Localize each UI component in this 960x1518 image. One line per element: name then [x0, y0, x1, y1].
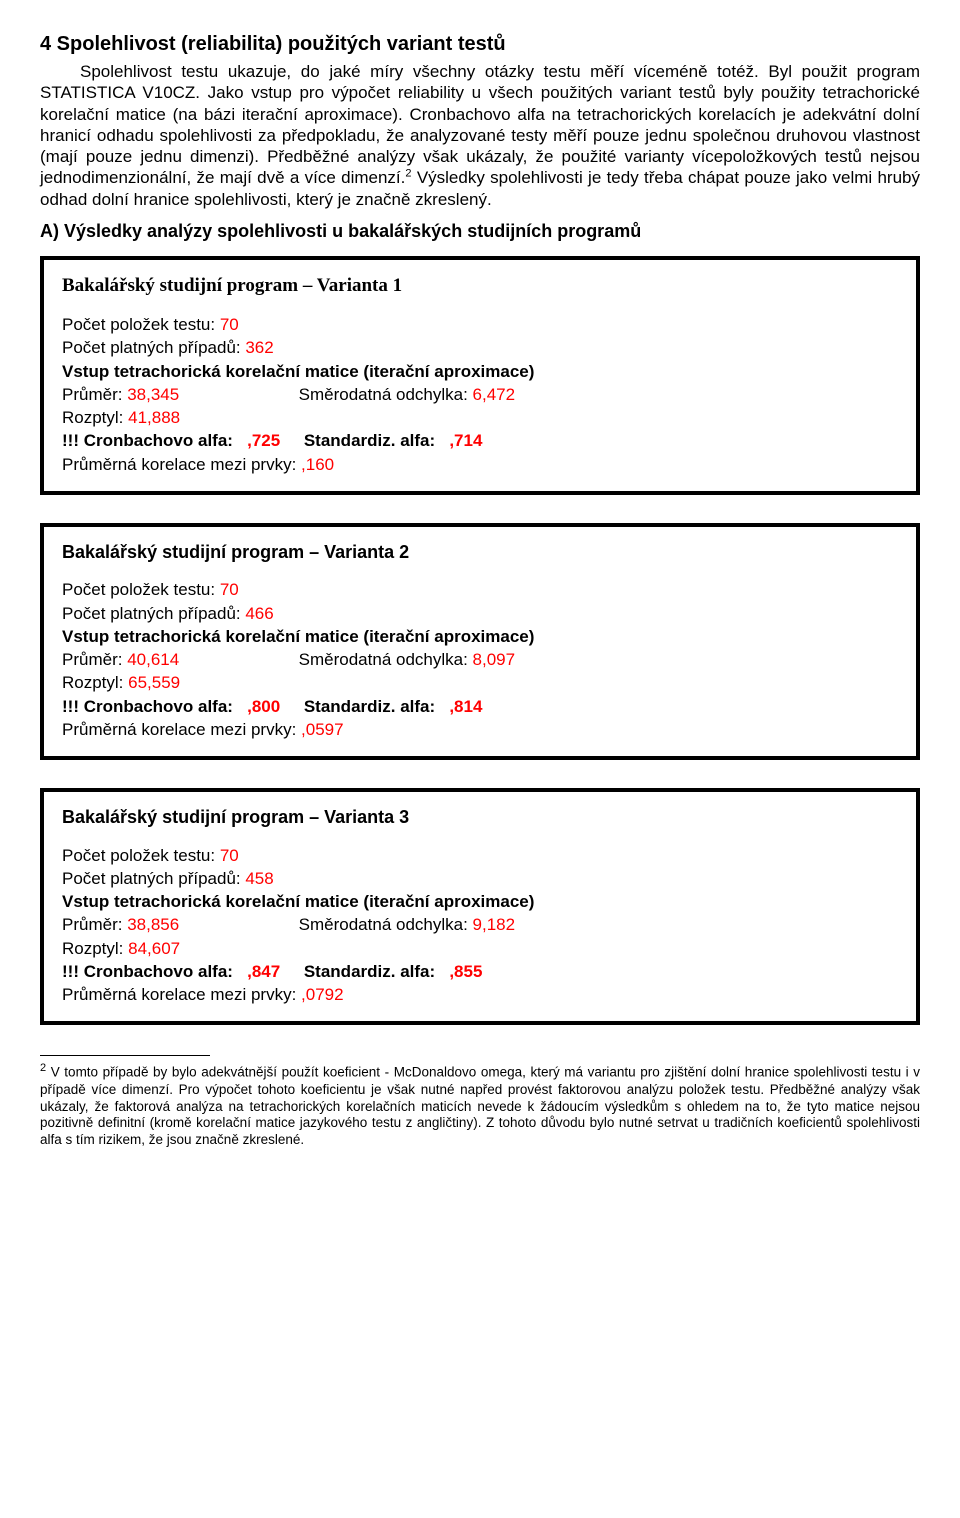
result-box-variant-2: Bakalářský studijní program – Varianta 2…: [40, 523, 920, 760]
box1-mean: 38,345: [127, 385, 179, 404]
box1-input-line: Vstup tetrachorická korelační matice (it…: [62, 361, 898, 382]
box3-cases: 458: [245, 869, 273, 888]
box2-stdalpha: ,814: [449, 697, 482, 716]
box2-cases-line: Počet platných případů: 466: [62, 603, 898, 624]
box1-items: 70: [220, 315, 239, 334]
box2-input-line: Vstup tetrachorická korelační matice (it…: [62, 626, 898, 647]
label-sd: Směrodatná odchylka:: [299, 915, 473, 934]
footnote: 2 V tomto případě by bylo adekvátnější p…: [40, 1062, 920, 1149]
label-std: Standardiz. alfa:: [304, 431, 435, 450]
label-mean: Průměr:: [62, 650, 127, 669]
box1-title: Bakalářský studijní program – Varianta 1: [62, 274, 898, 298]
box1-cases-line: Počet platných případů: 362: [62, 337, 898, 358]
label-avgcorr: Průměrná korelace mezi prvky:: [62, 455, 301, 474]
box1-sd: 6,472: [473, 385, 516, 404]
box3-title: Bakalářský studijní program – Varianta 3: [62, 806, 898, 829]
box2-mean-sd-line: Průměr: 40,614 Směrodatná odchylka: 8,09…: [62, 649, 898, 670]
box3-alpha: ,847: [247, 962, 280, 981]
label-sd: Směrodatná odchylka:: [299, 385, 473, 404]
box3-sd: 9,182: [473, 915, 516, 934]
box3-var: 84,607: [128, 939, 180, 958]
box3-items-line: Počet položek testu: 70: [62, 845, 898, 866]
box2-avgcorr-line: Průměrná korelace mezi prvky: ,0597: [62, 719, 898, 740]
box2-var: 65,559: [128, 673, 180, 692]
box3-avgcorr-line: Průměrná korelace mezi prvky: ,0792: [62, 984, 898, 1005]
box3-alpha-line: !!! Cronbachovo alfa: ,847 Standardiz. a…: [62, 961, 898, 982]
subsection-heading: A) Výsledky analýzy spolehlivosti u baka…: [40, 220, 920, 243]
box2-items-line: Počet položek testu: 70: [62, 579, 898, 600]
box3-input-line: Vstup tetrachorická korelační matice (it…: [62, 891, 898, 912]
result-box-variant-3: Bakalářský studijní program – Varianta 3…: [40, 788, 920, 1025]
label-cronbach: !!! Cronbachovo alfa:: [62, 697, 233, 716]
box1-items-line: Počet položek testu: 70: [62, 314, 898, 335]
box3-stdalpha: ,855: [449, 962, 482, 981]
box3-var-line: Rozptyl: 84,607: [62, 938, 898, 959]
box1-var: 41,888: [128, 408, 180, 427]
box3-mean: 38,856: [127, 915, 179, 934]
label-avgcorr: Průměrná korelace mezi prvky:: [62, 985, 301, 1004]
label-std: Standardiz. alfa:: [304, 697, 435, 716]
box2-alpha-line: !!! Cronbachovo alfa: ,800 Standardiz. a…: [62, 696, 898, 717]
box2-alpha: ,800: [247, 697, 280, 716]
box1-avgcorr: ,160: [301, 455, 334, 474]
label-items: Počet položek testu:: [62, 846, 220, 865]
intro-paragraph: Spolehlivost testu ukazuje, do jaké míry…: [40, 61, 920, 210]
box2-cases: 466: [245, 604, 273, 623]
label-cases: Počet platných případů:: [62, 604, 245, 623]
box3-items: 70: [220, 846, 239, 865]
label-cases: Počet platných případů:: [62, 338, 245, 357]
box1-alpha-line: !!! Cronbachovo alfa: ,725 Standardiz. a…: [62, 430, 898, 451]
label-mean: Průměr:: [62, 915, 127, 934]
label-cronbach: !!! Cronbachovo alfa:: [62, 962, 233, 981]
box1-avgcorr-line: Průměrná korelace mezi prvky: ,160: [62, 454, 898, 475]
box1-cases: 362: [245, 338, 273, 357]
label-avgcorr: Průměrná korelace mezi prvky:: [62, 720, 301, 739]
footnote-separator: [40, 1055, 210, 1056]
label-cronbach: !!! Cronbachovo alfa:: [62, 431, 233, 450]
footnote-text: V tomto případě by bylo adekvátnější pou…: [40, 1065, 920, 1148]
box1-stdalpha: ,714: [449, 431, 482, 450]
box2-sd: 8,097: [473, 650, 516, 669]
box2-mean: 40,614: [127, 650, 179, 669]
box1-mean-sd-line: Průměr: 38,345 Směrodatná odchylka: 6,47…: [62, 384, 898, 405]
box2-title: Bakalářský studijní program – Varianta 2: [62, 541, 898, 564]
label-items: Počet položek testu:: [62, 315, 220, 334]
box3-mean-sd-line: Průměr: 38,856 Směrodatná odchylka: 9,18…: [62, 914, 898, 935]
box1-var-line: Rozptyl: 41,888: [62, 407, 898, 428]
label-std: Standardiz. alfa:: [304, 962, 435, 981]
box3-cases-line: Počet platných případů: 458: [62, 868, 898, 889]
label-var: Rozptyl:: [62, 408, 128, 427]
box2-items: 70: [220, 580, 239, 599]
section-heading: 4 Spolehlivost (reliabilita) použitých v…: [40, 32, 920, 57]
box3-avgcorr: ,0792: [301, 985, 344, 1004]
label-var: Rozptyl:: [62, 673, 128, 692]
label-var: Rozptyl:: [62, 939, 128, 958]
label-items: Počet položek testu:: [62, 580, 220, 599]
result-box-variant-1: Bakalářský studijní program – Varianta 1…: [40, 256, 920, 495]
box2-avgcorr: ,0597: [301, 720, 344, 739]
box2-var-line: Rozptyl: 65,559: [62, 672, 898, 693]
label-sd: Směrodatná odchylka:: [299, 650, 473, 669]
box1-alpha: ,725: [247, 431, 280, 450]
label-cases: Počet platných případů:: [62, 869, 245, 888]
label-mean: Průměr:: [62, 385, 127, 404]
